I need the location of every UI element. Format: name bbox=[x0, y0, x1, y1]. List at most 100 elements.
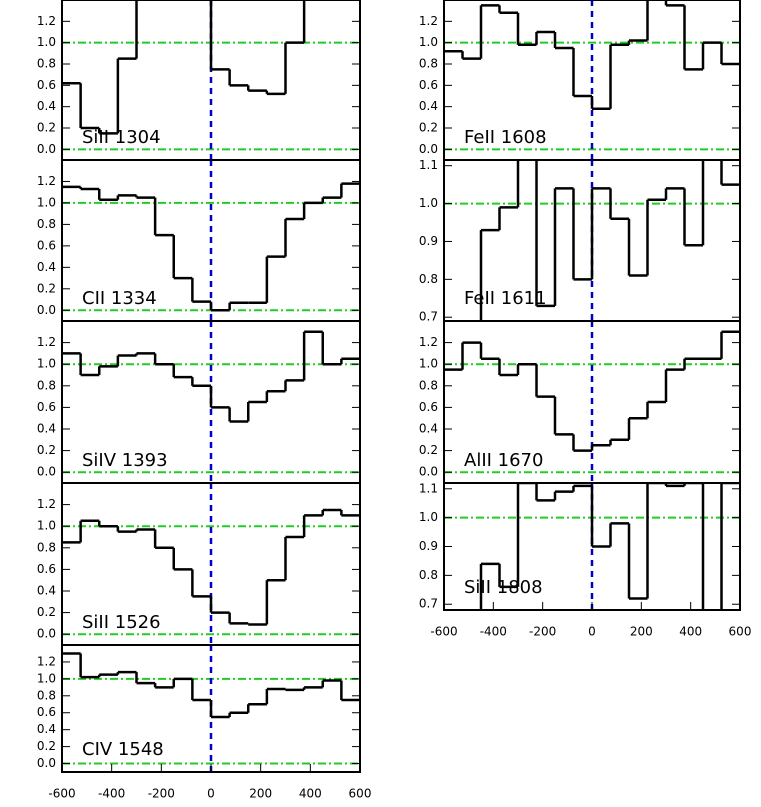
panel: 0.0 0.2 0.4 0.6 0.8 1.0 1.2 -600 -400 -200 0 200 400… bbox=[37, 644, 372, 801]
x-tick-label: -400 bbox=[98, 787, 125, 801]
y-tick-label: 1.0 bbox=[37, 195, 56, 209]
y-tick-label: 0.6 bbox=[419, 400, 438, 414]
y-tick-label: 0.9 bbox=[419, 234, 438, 248]
y-tick-label: 1.1 bbox=[419, 158, 438, 172]
y-tick-label: 1.1 bbox=[419, 481, 438, 495]
panel-frame bbox=[61, 644, 361, 773]
y-tick-label: 0.0 bbox=[37, 142, 56, 156]
spectrum bbox=[62, 330, 360, 423]
spectrum bbox=[444, 0, 740, 111]
y-tick-label: 0.2 bbox=[37, 739, 56, 753]
y-tick-label: 0.6 bbox=[37, 705, 56, 719]
panel-label: FeII 1611 bbox=[464, 288, 547, 309]
panel-label: SiII 1304 bbox=[82, 127, 161, 148]
y-tick-label: 0.6 bbox=[37, 400, 56, 414]
y-tick-label: 1.2 bbox=[37, 335, 56, 349]
y-tick-label: 0.2 bbox=[37, 121, 56, 135]
y-tick-label: 0.8 bbox=[37, 378, 56, 392]
x-tick-label: 200 bbox=[630, 625, 653, 639]
y-tick-label: 0.4 bbox=[37, 99, 56, 113]
panel-label: CIV 1548 bbox=[82, 739, 164, 760]
panel: 0.0 0.2 0.4 0.6 0.8 1.0 1.2 CII 1334 bbox=[37, 159, 361, 322]
y-tick-label: 1.0 bbox=[419, 357, 438, 371]
panel: 0.0 0.2 0.4 0.6 0.8 1.0 1.2 SiIV 1393 bbox=[37, 320, 361, 484]
x-tick-label: 0 bbox=[588, 625, 596, 639]
panel: 0.0 0.2 0.4 0.6 0.8 1.0 1.2 AlII 1670 bbox=[419, 320, 741, 484]
y-tick-label: 0.7 bbox=[419, 597, 438, 611]
y-tick-label: 0.0 bbox=[37, 465, 56, 479]
y-tick-label: 0.8 bbox=[419, 568, 438, 582]
x-tick-label: 400 bbox=[299, 787, 322, 801]
x-tick-label: 600 bbox=[349, 787, 372, 801]
y-tick-label: 0.2 bbox=[37, 605, 56, 619]
panel-label: FeII 1608 bbox=[464, 127, 547, 148]
y-tick-label: 1.0 bbox=[37, 671, 56, 685]
panel-label: CII 1334 bbox=[82, 288, 157, 309]
y-tick-label: 0.0 bbox=[37, 303, 56, 317]
y-tick-label: 0.8 bbox=[419, 378, 438, 392]
y-tick-label: 0.4 bbox=[37, 260, 56, 274]
spectrum bbox=[479, 160, 740, 321]
x-tick-label: 600 bbox=[729, 625, 752, 639]
spectrum bbox=[62, 508, 360, 626]
y-tick-label: 0.0 bbox=[37, 756, 56, 770]
y-tick-label: 0.6 bbox=[37, 78, 56, 92]
y-tick-label: 0.4 bbox=[37, 584, 56, 598]
y-tick-label: 0.2 bbox=[37, 443, 56, 457]
panel: 0.0 0.2 0.4 0.6 0.8 1.0 1.2 SiII 1304 bbox=[37, 0, 361, 161]
x-tick-label: -600 bbox=[48, 787, 75, 801]
y-tick-label: 1.0 bbox=[419, 510, 438, 524]
spectrum bbox=[444, 330, 740, 452]
y-tick-label: 1.2 bbox=[37, 174, 56, 188]
panel: 0.7 0.8 0.9 1.0 1.1 FeII 1611 bbox=[419, 158, 741, 324]
y-tick-label: 0.6 bbox=[37, 562, 56, 576]
panel: 0.0 0.2 0.4 0.6 0.8 1.0 1.2 FeII 1608 bbox=[419, 0, 741, 161]
x-tick-label: 200 bbox=[249, 787, 272, 801]
y-tick-label: 0.4 bbox=[37, 722, 56, 736]
y-tick-label: 0.6 bbox=[419, 78, 438, 92]
x-tick-label: -400 bbox=[480, 625, 507, 639]
y-tick-label: 0.4 bbox=[419, 422, 438, 436]
y-tick-label: 0.7 bbox=[419, 310, 438, 324]
y-tick-label: 1.2 bbox=[37, 14, 56, 28]
y-tick-label: 0.2 bbox=[419, 121, 438, 135]
y-tick-label: 0.4 bbox=[37, 422, 56, 436]
spectrum bbox=[62, 182, 360, 312]
panel: 0.7 0.8 0.9 1.0 1.1 -600 -400 -200 0 200 400 600 SiI… bbox=[419, 481, 752, 638]
panel-label: AlII 1670 bbox=[464, 450, 543, 471]
spectrum bbox=[62, 0, 306, 135]
y-tick-label: 0.8 bbox=[37, 688, 56, 702]
y-tick-label: 1.0 bbox=[37, 35, 56, 49]
y-tick-label: 0.8 bbox=[37, 217, 56, 231]
y-tick-label: 1.0 bbox=[419, 35, 438, 49]
y-tick-label: 1.2 bbox=[419, 14, 438, 28]
y-tick-label: 0.9 bbox=[419, 539, 438, 553]
panel-label: SiII 1808 bbox=[464, 577, 543, 598]
panel-frame bbox=[443, 482, 741, 611]
y-tick-label: 1.0 bbox=[419, 196, 438, 210]
y-tick-label: 1.0 bbox=[37, 519, 56, 533]
x-tick-label: 400 bbox=[679, 625, 702, 639]
x-tick-label: 0 bbox=[207, 787, 215, 801]
y-tick-label: 0.8 bbox=[419, 272, 438, 286]
panel-label: SiII 1526 bbox=[82, 612, 161, 633]
y-tick-label: 0.0 bbox=[419, 142, 438, 156]
y-tick-label: 0.4 bbox=[419, 99, 438, 113]
y-tick-label: 0.2 bbox=[419, 443, 438, 457]
y-tick-label: 0.2 bbox=[37, 281, 56, 295]
spectrum bbox=[479, 483, 740, 610]
y-tick-label: 0.8 bbox=[419, 57, 438, 71]
y-tick-label: 0.8 bbox=[37, 540, 56, 554]
y-tick-label: 0.0 bbox=[37, 627, 56, 641]
y-tick-label: 0.0 bbox=[419, 465, 438, 479]
panel: 0.0 0.2 0.4 0.6 0.8 1.0 1.2 SiII 1526 bbox=[37, 482, 361, 646]
x-tick-label: -600 bbox=[430, 625, 457, 639]
spectrum bbox=[62, 652, 360, 719]
x-tick-label: -200 bbox=[148, 787, 175, 801]
x-tick-label: -200 bbox=[529, 625, 556, 639]
y-tick-label: 1.0 bbox=[37, 357, 56, 371]
y-tick-label: 0.6 bbox=[37, 238, 56, 252]
panel-label: SiIV 1393 bbox=[82, 450, 168, 471]
